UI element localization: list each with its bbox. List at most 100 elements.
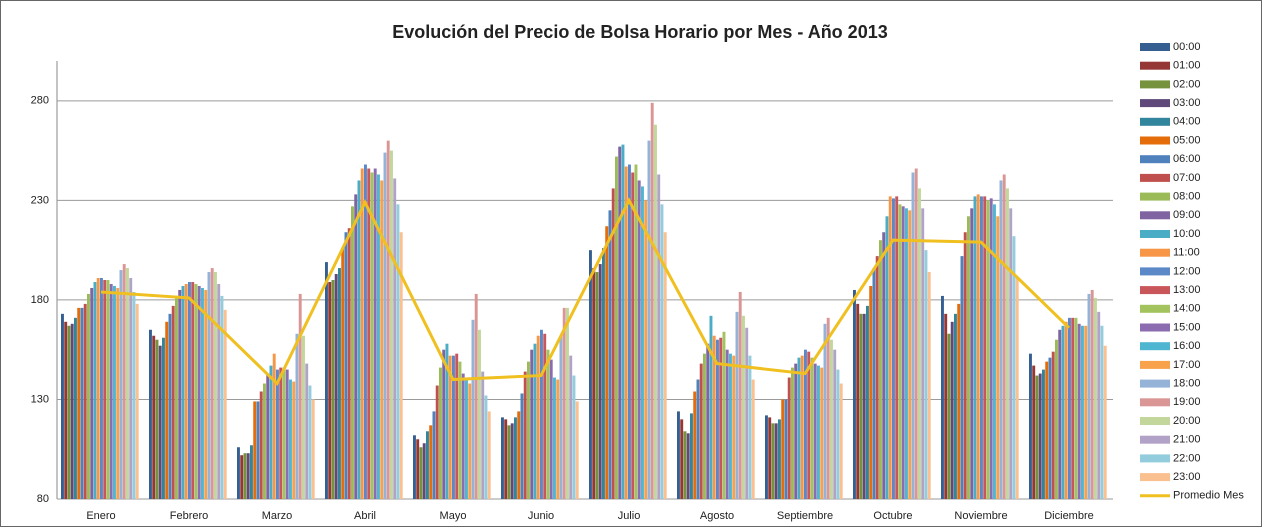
bar	[523, 371, 527, 499]
x-tick-label: Julio	[618, 510, 641, 522]
bar	[347, 228, 351, 499]
bar	[905, 208, 908, 499]
bar	[240, 455, 244, 499]
bar	[1058, 329, 1062, 499]
x-tick-label: Agosto	[700, 510, 734, 522]
bar	[295, 333, 299, 499]
legend-swatch	[1140, 454, 1170, 463]
bar	[272, 353, 276, 499]
bar	[250, 445, 253, 499]
x-tick-label: Septiembre	[777, 510, 833, 522]
legend-label: 08:00	[1173, 191, 1201, 203]
bar	[360, 168, 364, 499]
bar	[1064, 321, 1068, 499]
bar	[468, 383, 472, 499]
bar	[204, 289, 208, 499]
bar	[1038, 373, 1042, 499]
bar	[628, 164, 631, 499]
line	[100, 197, 1071, 387]
bar	[598, 264, 602, 499]
bar	[885, 216, 889, 500]
bar	[334, 274, 338, 499]
legend-label: 12:00	[1173, 265, 1201, 277]
bar	[810, 357, 814, 499]
bar	[1002, 174, 1006, 499]
bar	[540, 329, 543, 499]
bar	[650, 102, 654, 500]
bar	[396, 204, 400, 499]
bar	[794, 363, 798, 499]
bar	[680, 419, 684, 499]
bar	[429, 425, 433, 499]
bar	[184, 283, 188, 499]
bar	[276, 369, 279, 499]
bar	[149, 329, 152, 499]
bar	[390, 150, 393, 499]
x-tick-label: Abril	[354, 510, 376, 522]
bar	[126, 268, 129, 499]
bar	[797, 357, 801, 499]
bar	[963, 232, 967, 499]
y-tick-label: 280	[31, 95, 49, 107]
legend-label: 15:00	[1173, 321, 1201, 333]
bar	[605, 226, 609, 499]
bar	[830, 339, 833, 499]
bar	[693, 391, 697, 499]
bar	[566, 307, 569, 499]
legend-label: 01:00	[1173, 60, 1201, 72]
legend-swatch	[1140, 173, 1170, 182]
y-tick-label: 180	[31, 294, 49, 306]
bar	[637, 180, 641, 500]
bar	[223, 309, 227, 499]
bar	[237, 447, 240, 499]
bar	[471, 319, 475, 499]
bar	[748, 355, 752, 499]
bar	[383, 152, 387, 499]
bar	[927, 272, 931, 499]
bar	[1061, 325, 1065, 499]
bar	[751, 379, 755, 499]
bar	[872, 268, 876, 499]
bar	[859, 313, 863, 499]
bar	[677, 411, 680, 499]
bar	[807, 351, 811, 499]
bar	[690, 413, 693, 499]
bar	[1048, 357, 1052, 499]
legend-label: 09:00	[1173, 209, 1201, 221]
bar	[263, 383, 266, 499]
bar	[553, 377, 556, 499]
bar	[484, 395, 488, 499]
bar	[285, 369, 289, 499]
bar	[898, 204, 902, 499]
bar	[804, 349, 807, 499]
bar	[1094, 297, 1097, 499]
bar	[1009, 208, 1013, 499]
bar	[370, 172, 374, 499]
bar	[908, 210, 912, 499]
legend-swatch	[1140, 286, 1170, 295]
bar	[520, 393, 524, 499]
bar	[729, 353, 732, 499]
bar	[856, 303, 860, 499]
bar	[996, 216, 1000, 500]
bar	[738, 291, 742, 499]
bar	[745, 327, 749, 499]
bar	[699, 363, 703, 499]
bar	[875, 256, 879, 499]
x-tick-label: Enero	[86, 510, 115, 522]
bar	[325, 262, 328, 499]
bar	[1103, 345, 1107, 499]
legend-label: 21:00	[1173, 434, 1201, 446]
x-tick-label: Mayo	[440, 510, 467, 522]
bar	[266, 373, 270, 499]
bar	[282, 367, 286, 499]
bar	[823, 323, 827, 499]
bar	[901, 206, 905, 499]
legend-label: 13:00	[1173, 284, 1201, 296]
bar	[543, 333, 547, 499]
bar	[839, 383, 843, 499]
x-tick-label: Noviembre	[954, 510, 1007, 522]
bar	[575, 401, 579, 499]
bar	[641, 186, 644, 499]
bar	[461, 373, 465, 499]
